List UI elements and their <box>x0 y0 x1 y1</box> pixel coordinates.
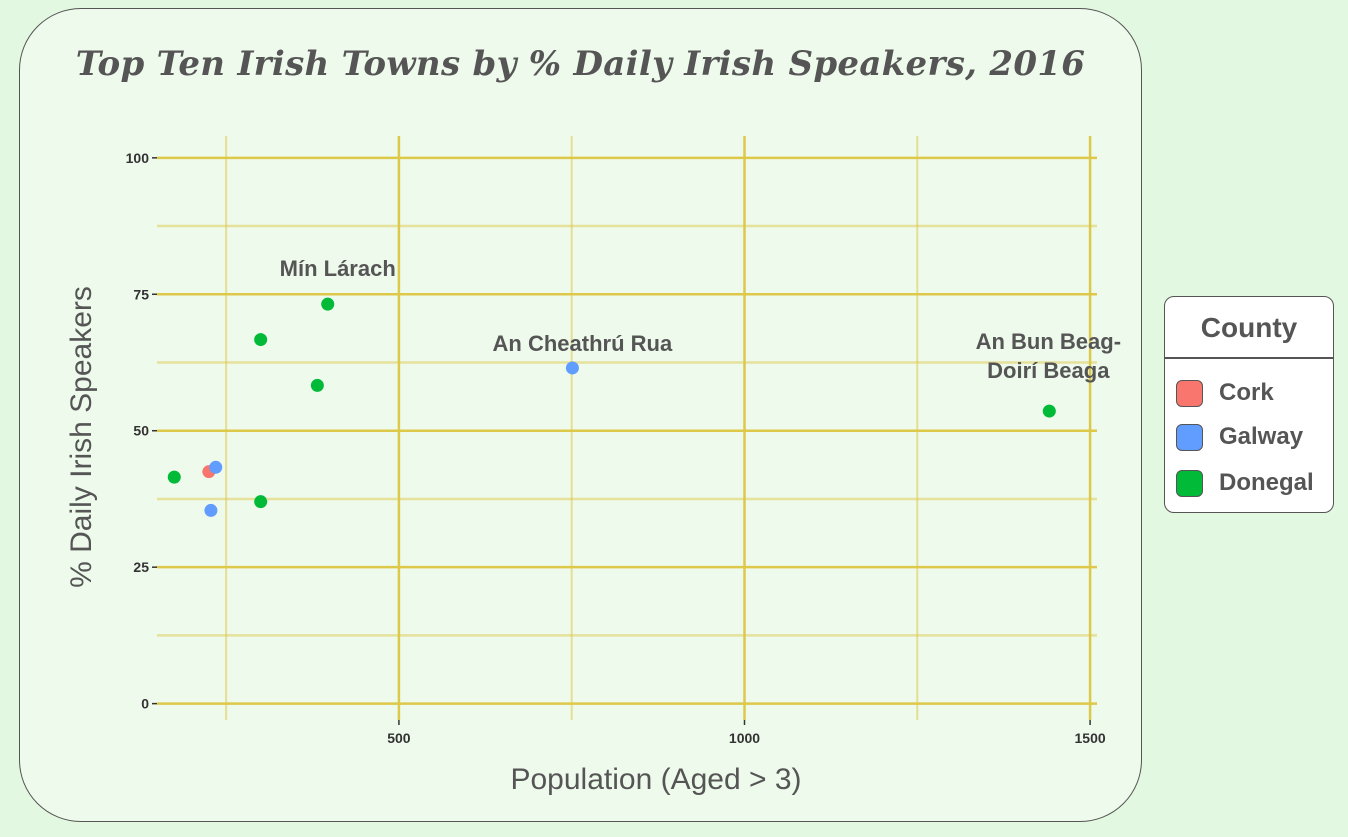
grid-layer <box>157 136 1097 720</box>
x-axis-label: Population (Aged > 3) <box>510 763 802 796</box>
legend-label-galway: Galway <box>1219 423 1304 450</box>
data-point-galway-3 <box>204 503 218 517</box>
data-point-donegal-5 <box>254 333 268 347</box>
chart-title: Top Ten Irish Towns by % Daily Irish Spe… <box>75 44 1086 84</box>
x-tick-label-2: 1500 <box>1075 730 1106 746</box>
x-tick-label-1: 1000 <box>729 730 760 746</box>
annotation-label-2: An Bun Beag-Doirí Beaga <box>976 329 1121 383</box>
chart-panel <box>19 8 1142 822</box>
annotation-label-1: An Cheathrú Rua <box>493 331 673 356</box>
legend-title: County <box>1165 297 1333 359</box>
y-tick-label-4: 100 <box>126 150 150 166</box>
data-point-donegal-9 <box>1042 404 1056 418</box>
legend-swatch-donegal <box>1176 469 1203 497</box>
data-points <box>167 297 1056 517</box>
y-tick-label-1: 25 <box>133 559 149 575</box>
data-point-galway-8 <box>565 361 579 375</box>
legend-item-galway: Galway <box>1176 421 1303 453</box>
legend-label-cork: Cork <box>1219 379 1274 406</box>
legend-item-donegal: Donegal <box>1176 467 1314 499</box>
data-point-donegal-6 <box>310 378 324 392</box>
y-tick-label-2: 50 <box>133 423 149 439</box>
point-annotations: Mín Lárach An Cheathrú Rua An Bun Beag-Doi… <box>280 256 1121 383</box>
data-point-donegal-4 <box>254 495 268 509</box>
x-tick-label-0: 500 <box>387 730 411 746</box>
y-axis-label: % Daily Irish Speakers <box>65 286 98 588</box>
annotation-label-0: Mín Lárach <box>280 256 396 281</box>
legend-swatch-galway <box>1176 423 1203 451</box>
legend: County Cork Galway Donegal <box>1164 296 1334 513</box>
legend-label-donegal: Donegal <box>1219 469 1314 496</box>
tick-labels: 0 25 50 75 100 500 1000 1500 <box>126 150 1106 746</box>
y-tick-label-0: 0 <box>141 696 149 712</box>
data-point-donegal-7 <box>321 297 335 311</box>
legend-item-cork: Cork <box>1176 377 1274 409</box>
data-point-galway-2 <box>209 460 223 474</box>
data-point-donegal-0 <box>167 470 181 484</box>
legend-swatch-cork <box>1176 379 1203 407</box>
y-tick-label-3: 75 <box>133 286 149 302</box>
